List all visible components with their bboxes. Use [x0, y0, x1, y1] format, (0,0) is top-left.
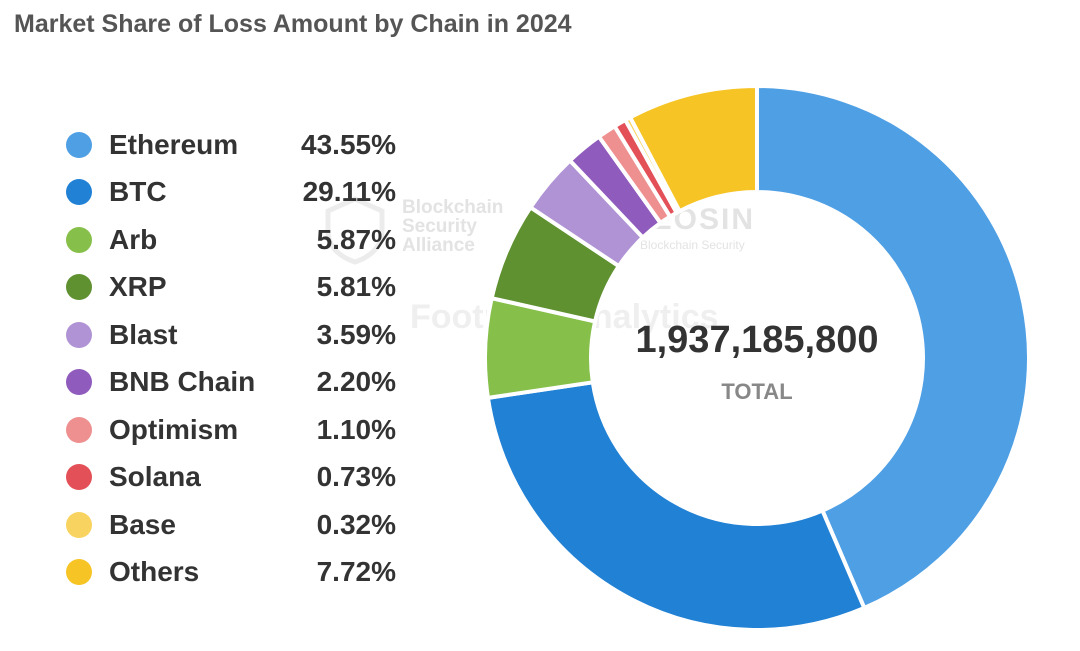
legend-label: BNB Chain [109, 366, 256, 398]
legend-swatch [66, 274, 92, 301]
legend-value: 2.20% [316, 366, 396, 398]
legend-item: XRP 5.81% [66, 264, 396, 312]
legend-value: 43.55% [301, 128, 396, 160]
legend-item: BNB Chain 2.20% [66, 359, 396, 407]
legend-item: BTC 29.11% [66, 169, 396, 217]
legend-label: Base [109, 508, 176, 540]
legend-item: Blast 3.59% [66, 311, 396, 359]
legend-value: 0.32% [316, 508, 396, 540]
legend-value: 5.81% [316, 271, 396, 303]
legend-label: Optimism [109, 413, 239, 445]
legend-swatch [66, 416, 92, 443]
legend-value: 29.11% [302, 176, 396, 208]
legend-label: Ethereum [109, 128, 239, 160]
legend-value: 1.10% [316, 413, 396, 445]
chart-title: Market Share of Loss Amount by Chain in … [14, 10, 572, 38]
center-total-value: 1,937,185,800 [635, 319, 878, 361]
legend-label: Solana [109, 461, 201, 493]
legend-swatch [66, 321, 92, 348]
legend-item: Solana 0.73% [66, 454, 396, 502]
donut-slice[interactable] [485, 380, 867, 632]
legend-item: Others 7.72% [66, 549, 396, 597]
legend-value: 7.72% [316, 556, 396, 588]
legend-item: Optimism 1.10% [66, 406, 396, 454]
legend-label: XRP [109, 271, 167, 303]
donut-slices [483, 84, 1031, 632]
legend-swatch [66, 464, 92, 491]
legend-item: Base 0.32% [66, 501, 396, 549]
center-total-label: TOTAL [721, 379, 792, 404]
legend-swatch [66, 131, 92, 158]
chart-legend: Ethereum 43.55% BTC 29.11% Arb 5.87% XRP 5.81% B… [66, 121, 396, 596]
donut-slice[interactable] [628, 84, 759, 214]
donut-slice[interactable] [755, 84, 1031, 610]
legend-label: Blast [109, 318, 178, 350]
legend-swatch [66, 226, 92, 253]
legend-label: Arb [109, 223, 158, 255]
legend-swatch [66, 559, 92, 586]
legend-value: 0.73% [316, 461, 396, 493]
legend-value: 3.59% [316, 318, 396, 350]
legend-item: Ethereum 43.55% [66, 121, 396, 169]
legend-item: Arb 5.87% [66, 216, 396, 264]
legend-value: 5.87% [316, 223, 396, 255]
legend-swatch [66, 369, 92, 396]
legend-swatch [66, 179, 92, 206]
legend-label: BTC [109, 176, 167, 208]
legend-label: Others [109, 556, 200, 588]
legend-swatch [66, 511, 92, 538]
